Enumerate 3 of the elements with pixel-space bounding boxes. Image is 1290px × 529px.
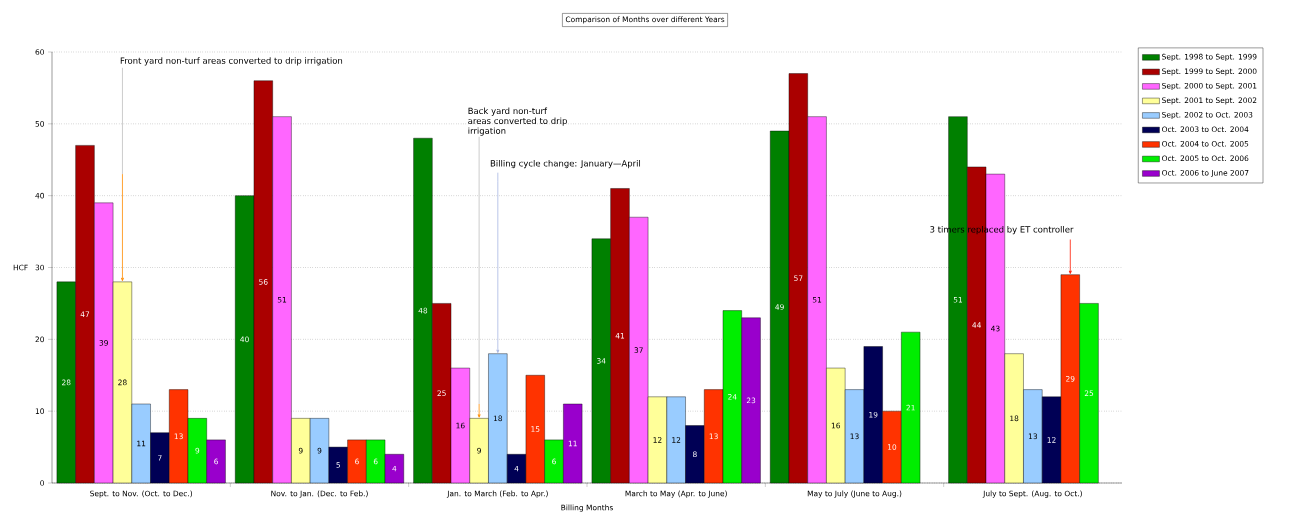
annotation: Billing cycle change: January—April: [490, 159, 641, 169]
annotation: Back yard non-turf areas converted to drip irrigation: [468, 107, 567, 136]
annotation: Front yard non-turf areas converted to drip irrigation: [120, 57, 343, 66]
